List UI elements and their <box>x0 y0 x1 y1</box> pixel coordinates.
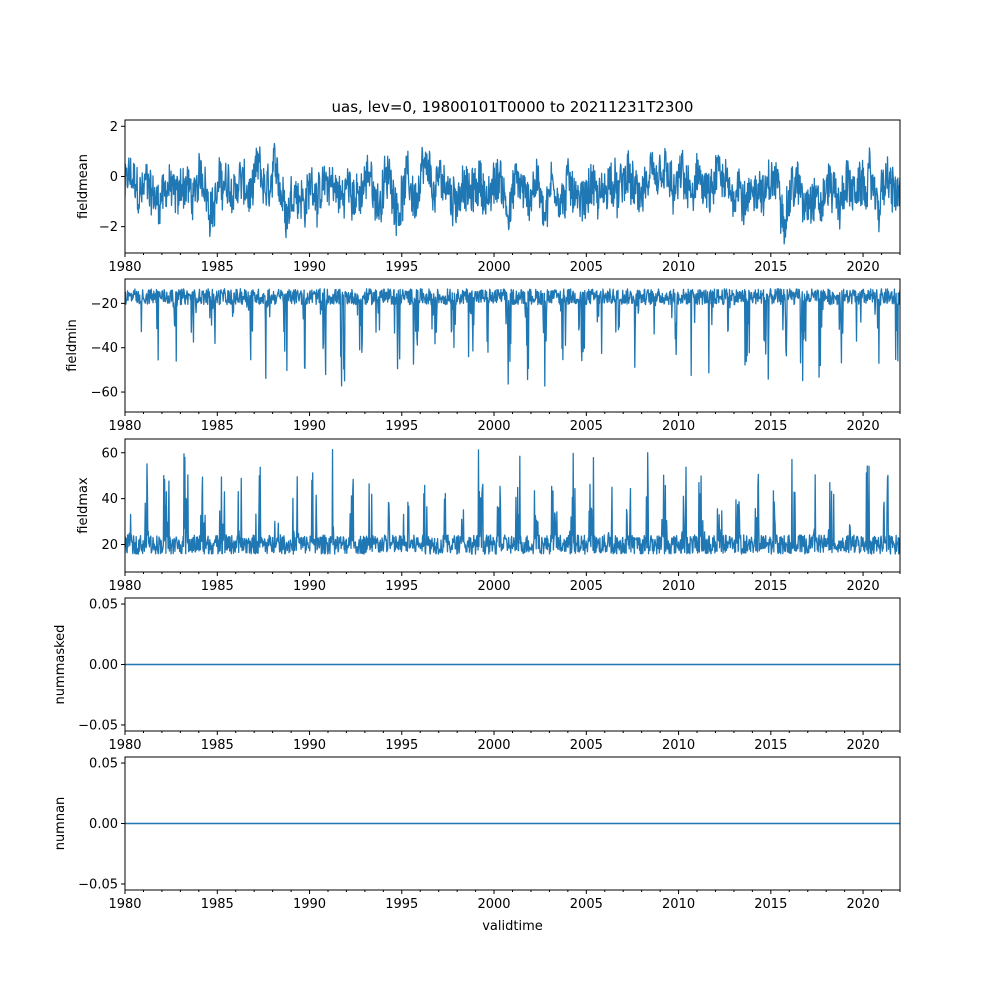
x-tick-label: 1985 <box>201 897 234 912</box>
x-tick-label: 2010 <box>662 260 695 275</box>
x-tick-label: 1980 <box>108 738 141 753</box>
x-tick-label: 2005 <box>570 738 603 753</box>
y-axis-label-fieldmean: fieldmean <box>76 154 91 219</box>
x-tick-label: 1985 <box>201 419 234 434</box>
x-tick-label: 1995 <box>385 738 418 753</box>
x-tick-label: 2005 <box>570 579 603 594</box>
series-line-fieldmean <box>125 142 900 245</box>
x-tick-label: 2015 <box>754 738 787 753</box>
y-tick-label-fieldmax: 20 <box>101 538 118 553</box>
x-tick-label: 2020 <box>847 260 880 275</box>
x-tick-label: 1990 <box>293 579 326 594</box>
x-tick-label: 1990 <box>293 738 326 753</box>
y-tick-label-fieldmax: 60 <box>101 446 118 461</box>
x-tick-label: 2020 <box>847 897 880 912</box>
y-tick-label-fieldmean: 0 <box>110 170 118 185</box>
x-tick-label: 2015 <box>754 897 787 912</box>
y-axis-label-fieldmin: fieldmin <box>65 319 80 372</box>
y-tick-label-numnan: 0.00 <box>89 817 118 832</box>
series-line-fieldmax <box>125 448 900 555</box>
series-line-fieldmin <box>125 288 900 387</box>
x-tick-label: 2010 <box>662 579 695 594</box>
y-tick-label-nummasked: 0.00 <box>89 658 118 673</box>
y-tick-label-nummasked: 0.05 <box>89 598 118 613</box>
panel-numnan: −0.05 0.00 0.05 1980 1985 1990 1995 2000 2005 201… <box>53 756 901 912</box>
y-tick-label-fieldmin: −60 <box>91 386 118 401</box>
x-tick-label: 2020 <box>847 738 880 753</box>
panel-nummasked: −0.05 0.00 0.05 1980 1985 1990 1995 2000 2005 201… <box>53 597 901 753</box>
x-tick-label: 1995 <box>385 419 418 434</box>
x-tick-label: 2000 <box>477 738 510 753</box>
y-tick-label-fieldmin: −20 <box>91 297 118 312</box>
x-tick-label: 2000 <box>477 260 510 275</box>
y-axis-label-numnan: numnan <box>53 797 68 851</box>
y-tick-label-numnan: 0.05 <box>89 757 118 772</box>
x-tick-label: 2020 <box>847 579 880 594</box>
x-tick-label: 1995 <box>385 579 418 594</box>
x-tick-label: 2015 <box>754 260 787 275</box>
x-tick-label: 2010 <box>662 419 695 434</box>
x-tick-label: 2000 <box>477 897 510 912</box>
x-tick-label: 2000 <box>477 419 510 434</box>
x-axis-label: validtime <box>482 919 543 934</box>
x-tick-label: 1990 <box>293 260 326 275</box>
x-tick-label: 1990 <box>293 897 326 912</box>
y-tick-label-fieldmin: −40 <box>91 341 118 356</box>
x-tick-label: 2000 <box>477 579 510 594</box>
x-tick-label: 1980 <box>108 897 141 912</box>
x-tick-label: 1985 <box>201 579 234 594</box>
x-tick-label: 1980 <box>108 419 141 434</box>
y-tick-label-fieldmax: 40 <box>101 492 118 507</box>
x-tick-label: 1980 <box>108 579 141 594</box>
y-axis-label-nummasked: nummasked <box>53 625 68 705</box>
x-tick-label: 1995 <box>385 260 418 275</box>
x-tick-label: 2005 <box>570 897 603 912</box>
x-tick-label: 1990 <box>293 419 326 434</box>
x-tick-label: 2020 <box>847 419 880 434</box>
x-tick-label: 2005 <box>570 419 603 434</box>
y-tick-label-nummasked: −0.05 <box>78 718 118 733</box>
x-tick-label: 2015 <box>754 419 787 434</box>
panel-fieldmax: 20 40 60 1980 1985 1990 1995 2000 2005 2010 2015 20… <box>76 438 901 594</box>
x-tick-label: 2005 <box>570 260 603 275</box>
chart-title: uas, lev=0, 19800101T0000 to 20211231T23… <box>332 98 694 116</box>
x-tick-label: 2010 <box>662 738 695 753</box>
panel-fieldmin: −60 −40 −20 1980 1985 1990 1995 2000 2005 2010 201… <box>65 278 901 434</box>
x-tick-label: 2015 <box>754 579 787 594</box>
x-tick-label: 1985 <box>201 738 234 753</box>
panel-fieldmean: −2 0 2 1980 1985 1990 1995 2000 2005 2010 2015 2020… <box>76 119 901 275</box>
y-tick-label-numnan: −0.05 <box>78 877 118 892</box>
x-tick-label: 1980 <box>108 260 141 275</box>
y-tick-label-fieldmean: −2 <box>99 220 118 235</box>
x-tick-label: 2010 <box>662 897 695 912</box>
x-tick-label: 1985 <box>201 260 234 275</box>
x-tick-label: 1995 <box>385 897 418 912</box>
y-tick-label-fieldmean: 2 <box>110 120 118 135</box>
y-axis-label-fieldmax: fieldmax <box>76 477 91 534</box>
